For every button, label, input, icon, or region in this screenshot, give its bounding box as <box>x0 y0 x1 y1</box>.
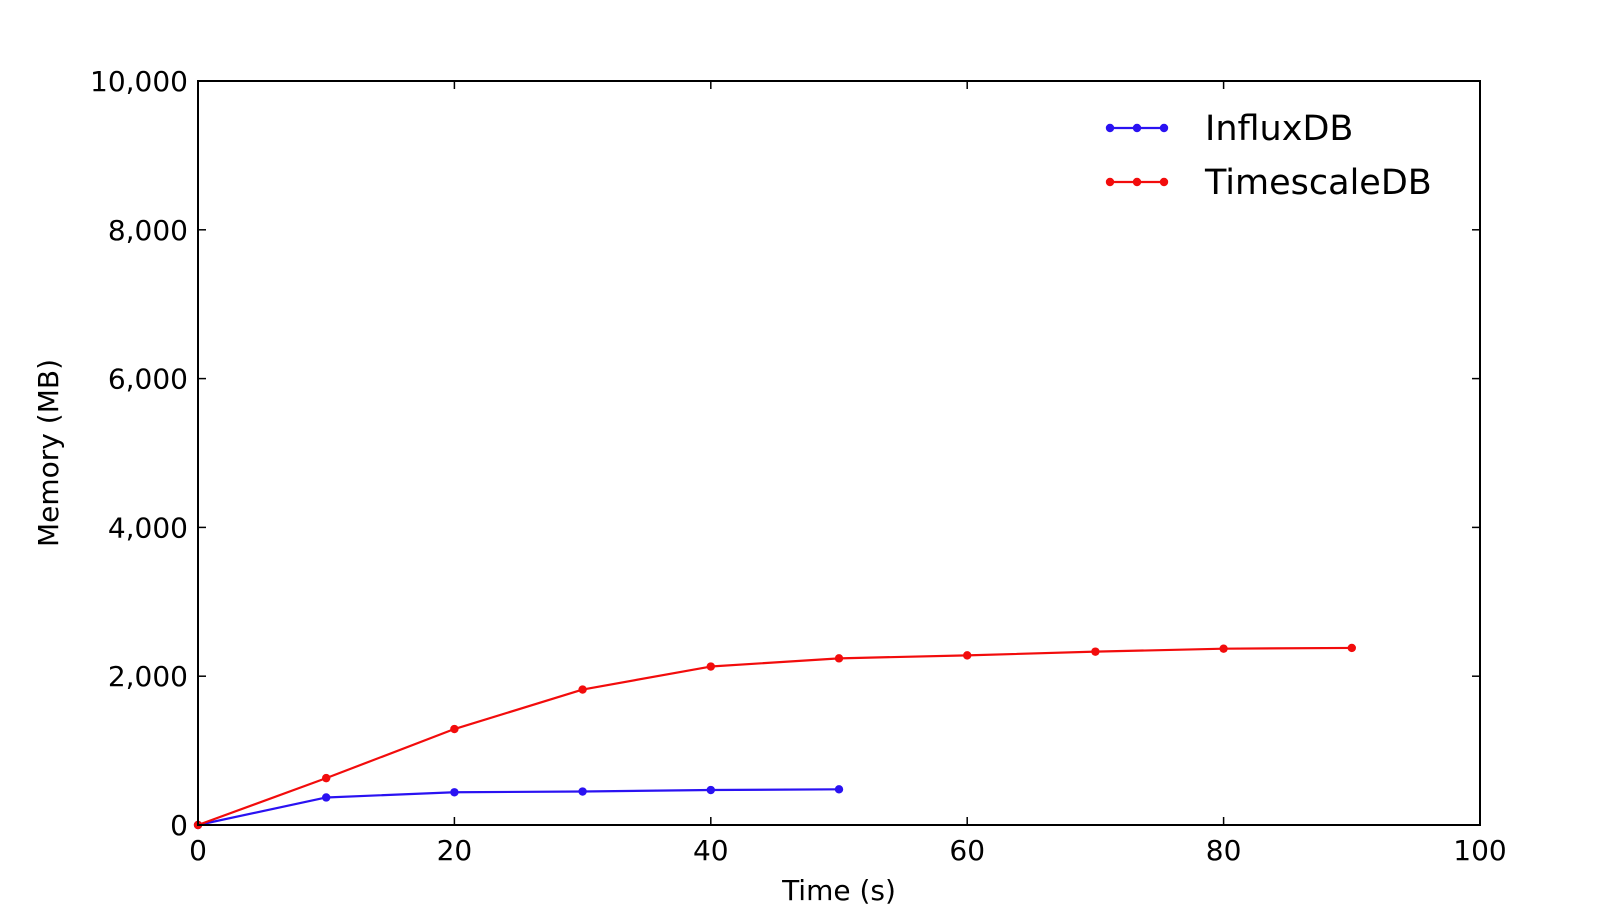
influxdb-data-point <box>322 793 331 802</box>
influxdb-data-point <box>450 788 459 797</box>
y-tick-label: 4,000 <box>108 511 188 544</box>
influxdb-data-point <box>706 785 715 795</box>
x-tick-label: 60 <box>949 834 985 867</box>
timescaledb-data-point <box>706 662 715 671</box>
timescaledb-data-point <box>322 773 331 783</box>
influxdb-legend-marker <box>1105 123 1115 133</box>
influxdb-data-point <box>578 787 587 796</box>
axis-ticks: 0 20 40 60 80 100 0 2,000 4,000 6,000 8,000 10,000 <box>90 65 1507 867</box>
x-tick-label: 20 <box>437 834 473 867</box>
x-tick-label: 100 <box>1453 834 1506 867</box>
timescaledb-data-point <box>1347 643 1357 653</box>
x-tick-label: 80 <box>1206 834 1242 867</box>
timescaledb-series-line <box>197 646 1352 827</box>
y-tick-label: 10,000 <box>90 65 188 98</box>
timescaledb-legend-marker <box>1105 177 1115 187</box>
timescaledb-data-point <box>834 654 844 663</box>
y-tick-label: 6,000 <box>108 363 188 396</box>
y-tick-label: 0 <box>170 809 188 842</box>
timescaledb-data-point <box>450 724 459 734</box>
influxdb-legend-label: InfluxDB <box>1205 109 1353 149</box>
timescaledb-data-point <box>1219 644 1228 653</box>
timescaledb-data-point <box>963 651 972 660</box>
y-axis-label: Memory (MB) <box>32 359 65 547</box>
timescaledb-legend-label: TimescaleDB <box>1204 163 1432 203</box>
plot-frame <box>197 80 1481 826</box>
x-axis-label: Time (s) <box>781 874 896 907</box>
y-tick-label: 8,000 <box>108 214 188 247</box>
x-tick-label: 40 <box>693 834 729 867</box>
timescaledb-data-point <box>578 685 587 694</box>
timescaledb-legend-marker <box>1159 177 1169 187</box>
y-tick-label: 2,000 <box>108 660 188 693</box>
legend: InfluxDB TimescaleDB <box>1105 109 1432 203</box>
influxdb-legend-marker <box>1159 123 1169 133</box>
influxdb-series-line <box>197 788 840 827</box>
plot-marks <box>193 643 1357 830</box>
influxdb-data-point <box>834 785 844 794</box>
timescaledb-legend-marker <box>1132 177 1142 187</box>
x-tick-label: 0 <box>189 834 207 867</box>
influxdb-legend-marker <box>1132 123 1142 133</box>
timescaledb-data-point <box>1091 647 1100 656</box>
